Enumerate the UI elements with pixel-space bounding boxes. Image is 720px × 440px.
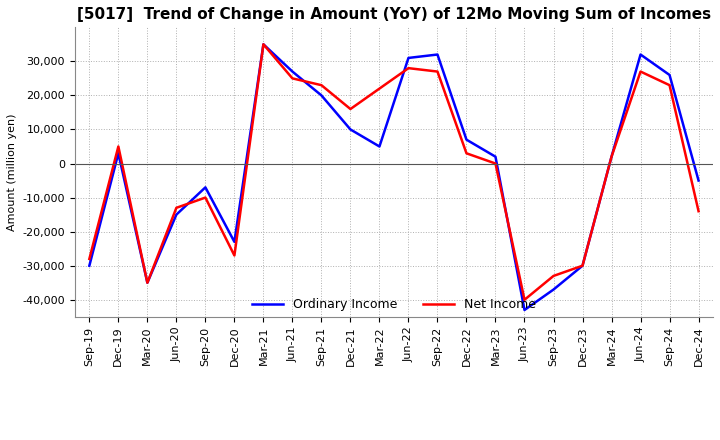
- Net Income: [375, 86, 384, 91]
- Net Income: [85, 256, 94, 261]
- Net Income: [288, 76, 297, 81]
- Ordinary Income: [85, 263, 94, 268]
- Net Income: [607, 154, 616, 159]
- Ordinary Income: [317, 93, 325, 98]
- Ordinary Income: [114, 150, 122, 156]
- Net Income: [143, 280, 152, 286]
- Ordinary Income: [549, 287, 558, 292]
- Ordinary Income: [491, 154, 500, 159]
- Ordinary Income: [694, 178, 703, 183]
- Ordinary Income: [462, 137, 471, 142]
- Ordinary Income: [607, 154, 616, 159]
- Ordinary Income: [143, 280, 152, 286]
- Line: Net Income: Net Income: [89, 44, 698, 300]
- Ordinary Income: [346, 127, 355, 132]
- Net Income: [520, 297, 528, 302]
- Net Income: [694, 209, 703, 214]
- Net Income: [259, 42, 268, 47]
- Ordinary Income: [636, 52, 645, 57]
- Net Income: [346, 106, 355, 112]
- Net Income: [549, 273, 558, 279]
- Net Income: [578, 263, 587, 268]
- Ordinary Income: [201, 185, 210, 190]
- Ordinary Income: [375, 144, 384, 149]
- Net Income: [665, 83, 674, 88]
- Ordinary Income: [665, 72, 674, 77]
- Ordinary Income: [404, 55, 413, 61]
- Ordinary Income: [433, 52, 442, 57]
- Ordinary Income: [172, 212, 181, 217]
- Ordinary Income: [520, 308, 528, 313]
- Legend: Ordinary Income, Net Income: Ordinary Income, Net Income: [247, 293, 541, 316]
- Net Income: [317, 83, 325, 88]
- Ordinary Income: [288, 69, 297, 74]
- Ordinary Income: [578, 263, 587, 268]
- Y-axis label: Amount (million yen): Amount (million yen): [7, 113, 17, 231]
- Net Income: [491, 161, 500, 166]
- Net Income: [230, 253, 239, 258]
- Net Income: [172, 205, 181, 210]
- Net Income: [462, 150, 471, 156]
- Net Income: [433, 69, 442, 74]
- Ordinary Income: [230, 239, 239, 245]
- Net Income: [114, 144, 122, 149]
- Line: Ordinary Income: Ordinary Income: [89, 44, 698, 310]
- Ordinary Income: [259, 42, 268, 47]
- Net Income: [404, 66, 413, 71]
- Title: [5017]  Trend of Change in Amount (YoY) of 12Mo Moving Sum of Incomes: [5017] Trend of Change in Amount (YoY) o…: [77, 7, 711, 22]
- Net Income: [201, 195, 210, 200]
- Net Income: [636, 69, 645, 74]
